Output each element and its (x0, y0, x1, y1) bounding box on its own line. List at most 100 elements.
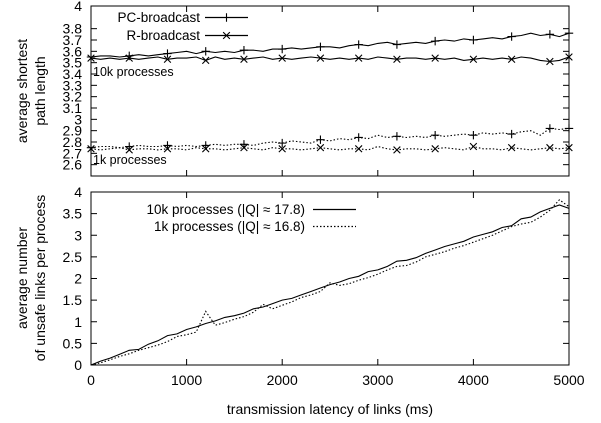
series-pc-broadcast-1k-processes-point (278, 138, 287, 148)
series-r-broadcast-10k-processes-point (278, 54, 286, 62)
series-pc-broadcast-10k-processes-point (86, 52, 96, 62)
series-pc-broadcast-1k-processes-point (86, 143, 96, 152)
bottom-panel: 00.511.522.533.54 0 1000 2000 3000 4000 5000 … (14, 6, 585, 417)
legend-marker-r-broadcast (222, 31, 231, 40)
top-ytick-label: 3.1 (63, 100, 83, 116)
annotation-1k: 1k processes (93, 153, 167, 167)
series-r-broadcast-10k-processes-point (431, 54, 439, 62)
legend-point-plus (222, 13, 231, 22)
bottom-ylabel-line1: average number (14, 227, 30, 329)
bottom-plot-frame (90, 191, 570, 366)
bottom-ytick-label: 3 (74, 227, 82, 243)
series-pc-broadcast-10k-processes-point (430, 36, 440, 46)
top-ylabel-line2: path length (32, 56, 48, 125)
series-pc-broadcast-10k-processes-point (469, 35, 478, 45)
series-r-broadcast-1k-processes-point (507, 143, 516, 152)
x-tick-label: 5000 (553, 372, 584, 388)
top-ytick-label: 3 (74, 111, 82, 127)
series-r-broadcast-10k-processes-point (507, 55, 516, 64)
bottom-series (90, 199, 570, 366)
legend-label-10k: 10k processes (|Q| ≈ 17.8) (147, 202, 306, 217)
series-r-broadcast-10k-processes-point (565, 53, 573, 61)
x-tick-label: 3000 (362, 372, 393, 388)
series-10k-processes-line (90, 204, 570, 366)
series-pc-broadcast-10k-processes-point (163, 49, 172, 58)
series-pc-broadcast-1k-processes-point (564, 124, 574, 133)
series-r-broadcast-10k-processes-point (163, 55, 172, 64)
series-r-broadcast-1k-processes-point (87, 145, 95, 153)
series-r-broadcast-1k-processes-point (469, 142, 478, 151)
series-pc-broadcast-1k-processes-point (354, 133, 363, 142)
bottom-ylabel-line2: of unsafe links per process (32, 195, 48, 362)
bottom-ytick-label: 0 (74, 357, 82, 373)
series-r-broadcast-1k-processes-point (278, 145, 286, 153)
series-r-broadcast-1k-processes-point (201, 145, 210, 153)
legend-point-cross (222, 31, 231, 40)
bottom-ytick-label: 3.5 (63, 206, 83, 222)
top-ytick-label: 2.9 (63, 123, 83, 139)
series-r-broadcast-1k-processes-point (163, 145, 172, 153)
series-r-broadcast-1k-processes-point (316, 143, 325, 152)
top-y-axis: 2.62.72.82.933.13.23.33.43.53.63.73.8 4 (63, 0, 569, 173)
series-r-broadcast-10k-processes-point (393, 55, 401, 64)
series-pc-broadcast-1k-processes-point (430, 131, 440, 140)
series-pc-broadcast-1k-processes-point (507, 129, 516, 139)
bottom-ytick-label: 2 (74, 271, 82, 287)
series-pc-broadcast-10k-processes-point (392, 40, 402, 49)
series-r-broadcast-10k-processes-point (201, 56, 210, 65)
annotation-10k: 10k processes (93, 65, 174, 79)
top-ylabel-line1: average shortest (14, 39, 30, 143)
series-r-broadcast-1k-processes-line (90, 145, 570, 151)
top-plot-frame (90, 5, 570, 177)
series-r-broadcast-10k-processes-point (240, 55, 248, 64)
top-ytick-label: 3.3 (63, 77, 83, 93)
series-pc-broadcast-10k-processes-point (239, 46, 249, 55)
bottom-x-axis: 0 1000 2000 3000 4000 5000 (87, 6, 585, 388)
series-pc-broadcast-10k-processes-point (278, 44, 287, 54)
series-r-broadcast-10k-processes-point (546, 57, 554, 66)
top-series (86, 29, 574, 154)
series-r-broadcast-1k-processes-point (240, 143, 248, 152)
legend-label-r-broadcast: R-broadcast (126, 28, 200, 43)
series-r-broadcast-10k-processes-point (87, 54, 95, 62)
top-panel: 2.62.72.82.933.13.23.33.43.53.63.73.8 4 a… (14, 0, 574, 177)
series-r-broadcast-1k-processes-point (125, 146, 133, 154)
bottom-ytick-label: 0.5 (63, 335, 83, 351)
x-tick-label: 0 (87, 372, 95, 388)
top-ytick-label: 3.4 (63, 66, 83, 82)
series-pc-broadcast-10k-processes-point (564, 29, 574, 38)
bottom-ytick-label: 1.5 (63, 292, 83, 308)
bottom-ytick-label: 1 (74, 314, 82, 330)
series-pc-broadcast-10k-processes-point (507, 32, 516, 41)
top-ytick-label: 4 (74, 0, 82, 14)
top-ytick-label: 2.8 (63, 134, 83, 150)
series-pc-broadcast-10k-processes-point (354, 40, 363, 49)
x-axis-label: transmission latency of links (ms) (227, 401, 433, 417)
series-r-broadcast-1k-processes-point (393, 146, 401, 154)
series-r-broadcast-10k-processes-point (469, 55, 478, 64)
series-pc-broadcast-10k-processes-point (201, 47, 210, 56)
bottom-ytick-label: 4 (74, 184, 82, 200)
top-ytick-label: 3.2 (63, 89, 83, 105)
top-ytick-label: 3.7 (63, 32, 83, 48)
series-pc-broadcast-1k-processes-point (392, 132, 402, 141)
top-ytick-label: 3.6 (63, 43, 83, 59)
series-r-broadcast-10k-processes-line (90, 56, 570, 63)
series-pc-broadcast-1k-processes-point (316, 135, 325, 144)
series-r-broadcast-10k-processes-point (316, 54, 325, 62)
series-pc-broadcast-10k-processes-point (316, 42, 325, 51)
legend-marker-pc-broadcast (222, 13, 231, 22)
series-r-broadcast-1k-processes-point (431, 145, 439, 153)
top-ytick-label: 3.8 (63, 21, 83, 37)
legend-label-pc-broadcast: PC-broadcast (117, 10, 200, 25)
series-r-broadcast-1k-processes-point (354, 145, 363, 153)
top-ytick-label: 3.5 (63, 55, 83, 71)
series-r-broadcast-1k-processes-point (565, 143, 573, 152)
top-ytick-label: 2.6 (63, 157, 83, 173)
x-tick-label: 4000 (458, 372, 489, 388)
series-pc-broadcast-1k-processes-line (90, 127, 570, 149)
top-legend: PC-broadcast R-broadcast (117, 10, 248, 43)
bottom-legend: 10k processes (|Q| ≈ 17.8) 1k processes … (147, 202, 356, 234)
bottom-y-axis: 0 0.5 1 1.5 2 2.5 3 3.5 4 (63, 184, 569, 373)
